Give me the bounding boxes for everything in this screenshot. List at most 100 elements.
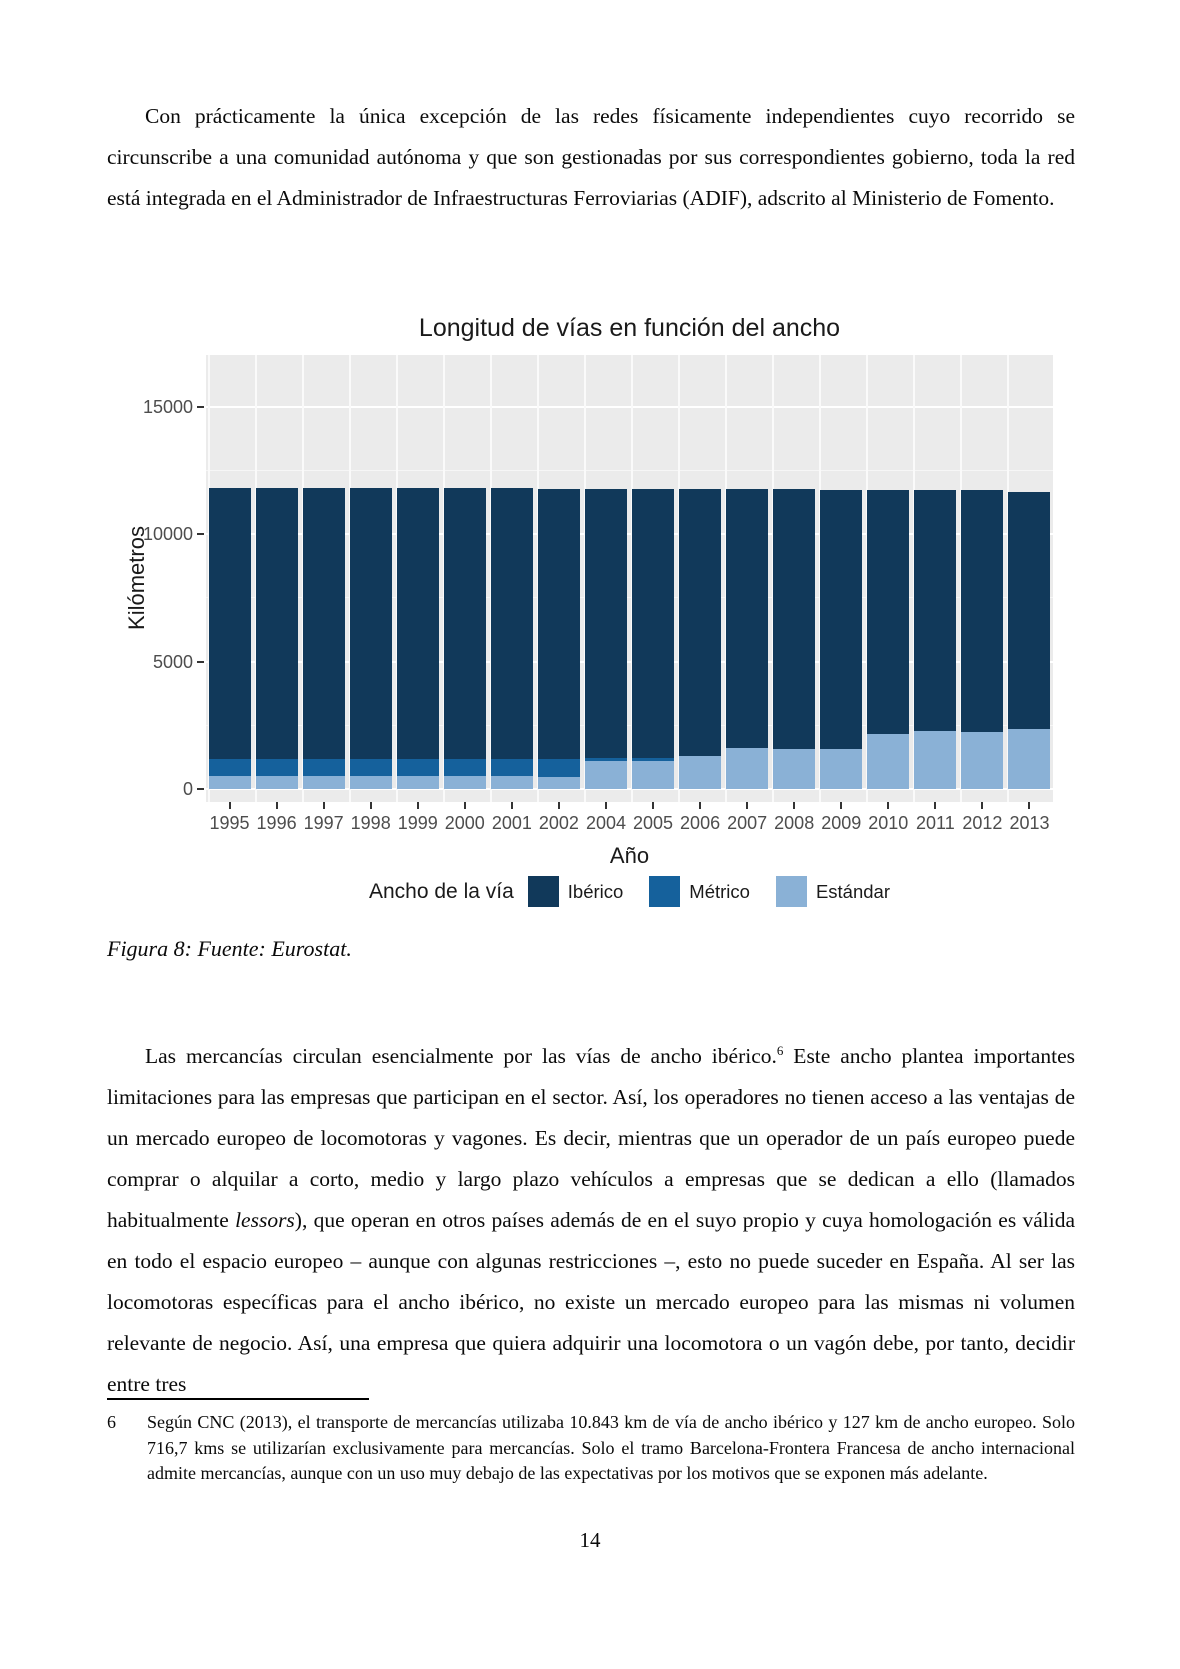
x-tick-mark [1028,802,1031,809]
footnote-reference: 6 [776,1042,784,1058]
bar-segment-iberico-2000 [443,488,486,789]
x-tick-mark [981,802,984,809]
legend-title: Ancho de la vía [369,879,514,903]
x-tick-mark [934,802,937,809]
footnote-block: 6 Según CNC (2013), el transporte de mer… [107,1398,1075,1487]
bar-segment-estandar-1999 [396,776,439,789]
bar-segment-iberico-2004 [584,488,627,789]
y-tick-label: 15000 [142,396,193,417]
bar-segment-estandar-2012 [961,732,1004,789]
bar-segment-iberico-1999 [396,488,439,789]
x-tick-label-1996: 1996 [256,813,297,833]
bar-segment-estandar-1998 [349,776,392,789]
bar-segment-estandar-2013 [1008,728,1051,789]
bar-segment-iberico-2009 [820,489,863,789]
x-tick-mark [463,802,466,809]
x-tick-label-2000: 2000 [444,813,485,833]
footnote-number: 6 [107,1412,116,1432]
x-tick-label-2004: 2004 [585,813,626,833]
x-tick-label-2011: 2011 [916,813,955,833]
gridline-major [206,405,1053,408]
x-tick-mark [887,802,890,809]
legend-item-iberico: Ibérico [527,876,624,907]
x-tick-mark [275,802,278,809]
y-tick-label: 5000 [152,651,193,672]
x-tick-mark [840,802,843,809]
bar-segment-estandar-2007 [726,747,769,789]
legend-swatch [649,876,681,907]
x-tick-mark [604,802,607,809]
gridline-minor [206,469,1053,471]
chart-legend: Ancho de la vía Ibérico Métrico Estándar [206,876,1053,907]
x-tick-mark [793,802,796,809]
gridline-major [206,788,1053,790]
x-tick-label-2001: 2001 [491,813,532,833]
footnote-text: Según CNC (2013), el transporte de merca… [147,1412,1075,1483]
paragraph-2: Las mercancías circulan esencialmente po… [107,1036,1075,1405]
paragraph-2-part2: Este ancho plantea importantes limitacio… [107,1044,1076,1232]
x-tick-mark [510,802,513,809]
bar-segment-estandar-2010 [867,734,910,789]
footnote: 6 Según CNC (2013), el transporte de mer… [107,1410,1075,1487]
gridline-minor [206,724,1053,726]
y-tick-label: 10000 [142,524,193,545]
x-axis-title: Año [609,843,650,868]
y-tick-label: 0 [182,779,193,799]
x-tick-label-1997: 1997 [303,813,344,833]
x-tick-label-2012: 2012 [962,813,1003,833]
legend-item-estandar: Estándar [775,876,890,907]
chart-title: Longitud de vías en función del ancho [418,314,841,342]
bar-segment-iberico-1998 [349,488,392,789]
bar-segment-estandar-2009 [820,749,863,789]
bar-segment-iberico-2001 [490,488,533,789]
bar-segment-estandar-2011 [914,730,957,789]
bar-segment-estandar-2002 [537,777,580,789]
bar-segment-estandar-1995 [208,776,251,789]
y-tick-mark [197,660,204,663]
gridline-minor [206,597,1053,599]
bar-segment-iberico-2005 [632,488,675,789]
bar-segment-iberico-2006 [679,488,722,789]
x-tick-label-1999: 1999 [397,813,438,833]
page-number: 14 [579,1528,601,1552]
bar-segment-iberico-1996 [255,488,298,789]
x-tick-label-2006: 2006 [680,813,721,833]
legend-label: Ibérico [567,880,624,902]
x-tick-label-1998: 1998 [350,813,391,833]
x-tick-label-2005: 2005 [632,813,674,833]
x-tick-label-2007: 2007 [727,813,768,833]
paragraph-1: Con prácticamente la única excepción de … [107,96,1075,219]
bar-segment-iberico-2008 [773,489,816,789]
legend-item-metrico: Métrico [649,876,750,907]
bar-segment-iberico-2007 [726,489,769,789]
figure-caption: Figura 8: Fuente: Eurostat. [107,936,352,961]
bar-segment-estandar-2006 [679,755,722,789]
bar-segment-estandar-2005 [632,761,675,789]
bar-segment-iberico-2002 [537,488,580,789]
legend-label: Métrico [689,880,750,902]
bar-segment-estandar-2004 [584,761,627,789]
x-tick-label-2008: 2008 [774,813,815,833]
x-tick-label-1995: 1995 [209,813,250,833]
y-tick-mark [197,533,204,536]
bar-segment-estandar-1996 [255,776,298,789]
x-tick-mark [369,802,372,809]
x-tick-label-2013: 2013 [1009,813,1050,833]
x-tick-mark [228,802,231,809]
legend-label: Estándar [815,880,890,902]
gridline-major [206,533,1053,536]
chart-figure: Longitud de vías en función del ancho Ki… [107,292,1075,924]
x-tick-mark [746,802,749,809]
y-tick-mark [197,405,204,408]
x-tick-mark [652,802,655,809]
bar-segment-estandar-2000 [443,776,486,789]
legend-swatch [527,876,559,907]
paragraph-2-italic-term: lessors [235,1208,295,1232]
gridline-major [206,660,1053,663]
paragraph-2-part3: ), que operan en otros países además de … [107,1208,1075,1396]
x-tick-label-2009: 2009 [821,813,862,833]
x-tick-mark [699,802,702,809]
paragraph-1-text: Con prácticamente la única excepción de … [107,104,1075,210]
bar-segment-estandar-2008 [773,748,816,789]
